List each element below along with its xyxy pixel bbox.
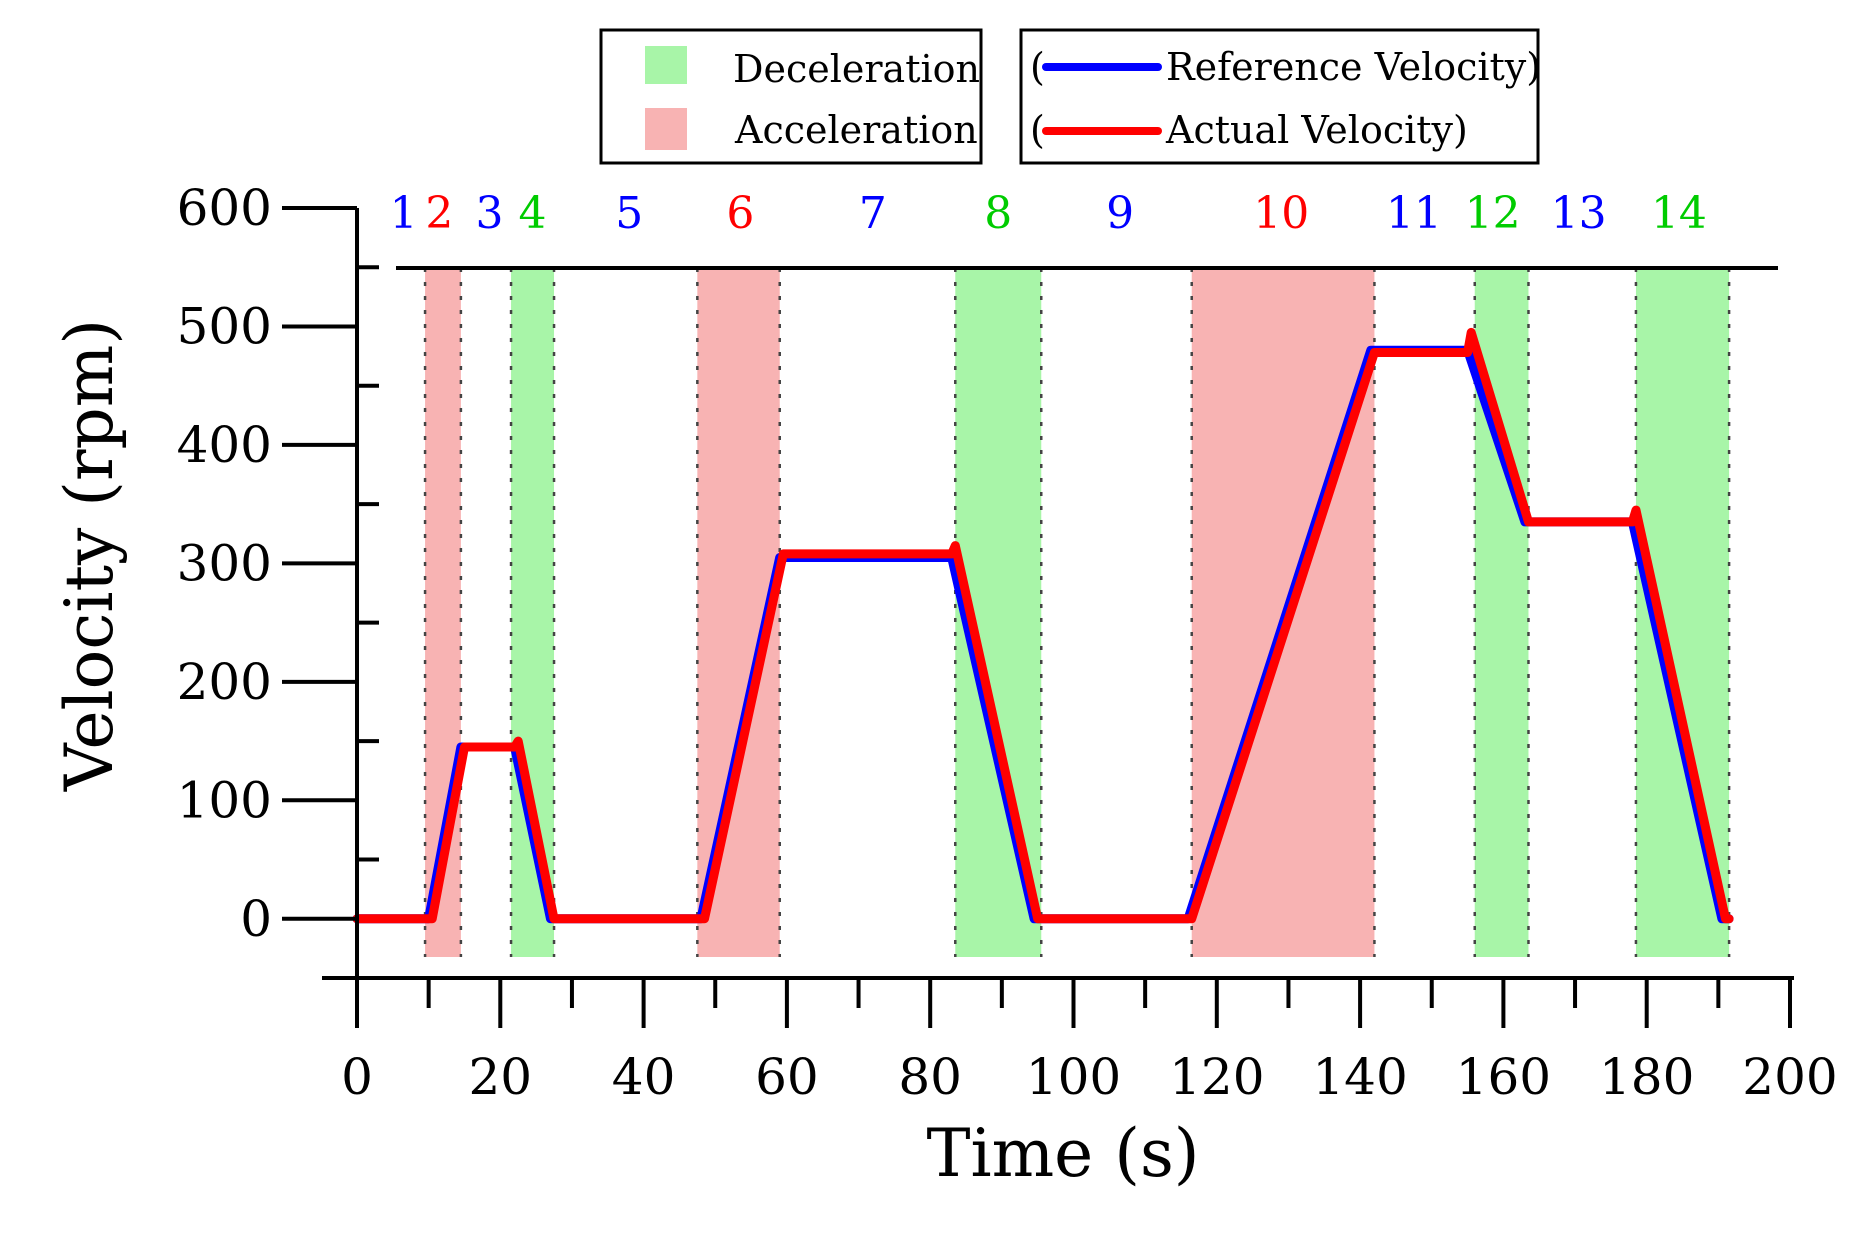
phase-label-2: 2 <box>425 188 453 239</box>
phase-label-1: 1 <box>390 188 418 239</box>
phase-boundaries <box>423 268 1731 957</box>
x-tick-label-40: 40 <box>612 1048 676 1106</box>
shaded-regions <box>425 268 1730 957</box>
phase-label-5: 5 <box>615 188 643 239</box>
phase-labels: 1 2 3 4 5 6 7 8 9 10 11 12 13 14 <box>390 188 1707 239</box>
x-ticks: 0 20 40 60 80 100 120 140 160 180 200 <box>341 978 1838 1106</box>
y-tick-label-300: 300 <box>177 534 272 592</box>
x-axis-title: Time (s) <box>926 1115 1199 1192</box>
series-line-actual-velocity <box>352 327 1734 924</box>
legend-swatch-acceleration <box>645 108 687 150</box>
legend-label-deceleration: Deceleration <box>733 47 980 91</box>
legend-label-acceleration: Acceleration <box>734 108 978 152</box>
phase-label-6: 6 <box>726 188 754 239</box>
legend-prefix-actual: ( <box>1030 108 1045 152</box>
x-tick-label-60: 60 <box>755 1048 819 1106</box>
x-tick-label-160: 160 <box>1456 1048 1551 1106</box>
y-tick-label-0: 0 <box>240 890 272 948</box>
y-tick-label-100: 100 <box>177 771 272 829</box>
legend-label-actual: Actual Velocity) <box>1165 108 1468 152</box>
legend-prefix-reference: ( <box>1030 45 1045 89</box>
legend-regions-box: Deceleration Acceleration <box>599 28 983 165</box>
axes <box>322 208 1794 980</box>
phase-label-3: 3 <box>476 188 504 239</box>
phase-label-9: 9 <box>1106 188 1134 239</box>
legend-series-box: ( Reference Velocity) ( Actual Velocity) <box>1019 28 1541 165</box>
legend-label-reference: Reference Velocity) <box>1166 45 1541 89</box>
phase-label-10: 10 <box>1253 188 1309 239</box>
phase-label-13: 13 <box>1551 188 1607 239</box>
legend-swatch-deceleration <box>645 46 687 84</box>
y-tick-label-600: 600 <box>177 179 272 237</box>
y-tick-label-400: 400 <box>177 416 272 474</box>
x-tick-label-140: 140 <box>1312 1048 1407 1106</box>
x-tick-label-100: 100 <box>1026 1048 1121 1106</box>
phase-label-11: 11 <box>1386 188 1442 239</box>
x-tick-label-200: 200 <box>1742 1048 1837 1106</box>
phase-label-12: 12 <box>1465 188 1521 239</box>
y-ticks: 0 100 200 300 400 500 600 <box>177 179 379 948</box>
phase-label-14: 14 <box>1651 188 1707 239</box>
x-tick-label-180: 180 <box>1599 1048 1694 1106</box>
phase-label-7: 7 <box>859 188 887 239</box>
y-tick-label-500: 500 <box>177 297 272 355</box>
x-tick-label-0: 0 <box>341 1048 373 1106</box>
y-axis-title: Velocity (rpm) <box>51 319 128 792</box>
y-tick-label-200: 200 <box>177 653 272 711</box>
x-tick-label-20: 20 <box>468 1048 532 1106</box>
x-tick-label-80: 80 <box>898 1048 962 1106</box>
phase-label-8: 8 <box>984 188 1012 239</box>
x-tick-label-120: 120 <box>1169 1048 1264 1106</box>
phase-label-4: 4 <box>519 188 547 239</box>
series-lines <box>352 327 1734 924</box>
